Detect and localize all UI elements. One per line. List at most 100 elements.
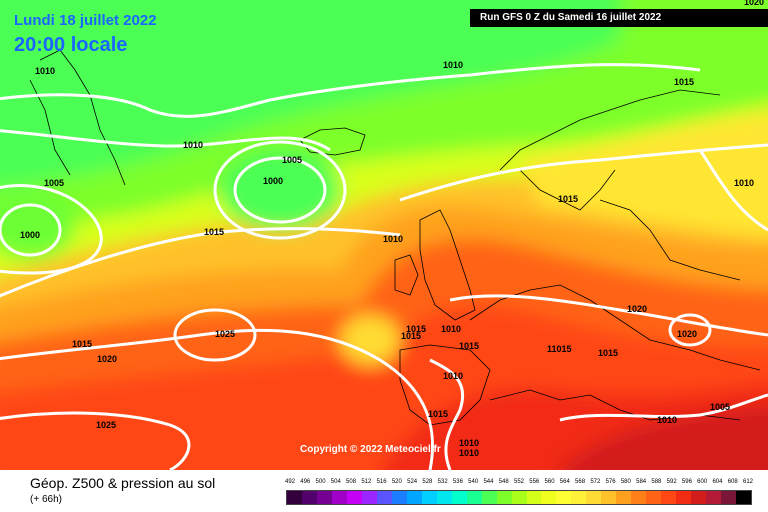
isobar-label: 1010 xyxy=(443,371,463,381)
isobar-label: 1015 xyxy=(72,339,92,349)
legend-swatch xyxy=(436,491,452,504)
legend-tick: 588 xyxy=(651,479,662,485)
isobar-label: 1015 xyxy=(459,341,479,351)
isobar-1020-atlantic xyxy=(0,328,435,470)
coast-scandinavia xyxy=(499,89,721,211)
legend-tick: 548 xyxy=(498,479,509,485)
legend-tick: 568 xyxy=(575,479,586,485)
isobar-label: 1010 xyxy=(459,448,479,458)
isobar-labels: 1010 1010 1015 1010 1005 1005 1000 1000 … xyxy=(20,60,754,458)
isobars xyxy=(0,63,768,470)
legend-swatch xyxy=(541,491,557,504)
legend-tick: 524 xyxy=(407,479,418,485)
isobar-label: 1025 xyxy=(215,329,235,339)
isobar-label: 1015 xyxy=(598,348,618,358)
weather-map: 1010 1010 1015 1010 1005 1005 1000 1000 … xyxy=(0,0,768,470)
field-low-center xyxy=(220,150,340,230)
isobar-label: 1000 xyxy=(263,176,283,186)
isobar-label: 1015 xyxy=(558,194,578,204)
isobar-label: 1015 xyxy=(401,331,421,341)
legend-swatch xyxy=(481,491,497,504)
isobar-scandinavia-1015 xyxy=(399,143,768,202)
legend-swatch xyxy=(287,491,302,504)
legend-swatch xyxy=(616,491,632,504)
legend-swatch xyxy=(496,491,512,504)
legend-swatch xyxy=(361,491,377,504)
legend-swatch xyxy=(511,491,527,504)
chart-title: Géop. Z500 & pression au sol xyxy=(30,475,216,491)
legend-tick: 500 xyxy=(315,479,326,485)
isobar-mediterranean-1010 xyxy=(559,393,768,422)
legend-tick: 552 xyxy=(513,479,524,485)
isobar-label: 1010 xyxy=(35,66,55,76)
legend-tick: 560 xyxy=(544,479,555,485)
isobar-north-1010 xyxy=(0,63,701,118)
isobar-label: 1010 xyxy=(183,140,203,150)
legend-swatch xyxy=(661,491,677,504)
isobar-label: 1005 xyxy=(710,402,730,412)
legend-tick: 572 xyxy=(590,479,601,485)
legend-tick: 520 xyxy=(391,479,402,485)
legend-swatch xyxy=(316,491,332,504)
field-yellow-east xyxy=(520,112,768,238)
legend-swatch xyxy=(391,491,407,504)
isobar-label: 1010 xyxy=(657,415,677,425)
legend-swatch xyxy=(406,491,422,504)
legend-tick: 504 xyxy=(330,479,341,485)
legend-tick: 516 xyxy=(376,479,387,485)
color-legend xyxy=(286,490,752,505)
isobar-east-high-1020 xyxy=(668,313,712,347)
legend-tick: 512 xyxy=(361,479,372,485)
forecast-time: 20:00 locale xyxy=(14,34,128,56)
isobar-europe-1015 xyxy=(449,294,768,337)
isobar-1010-north-atlantic xyxy=(0,129,331,152)
isobar-label: 1010 xyxy=(441,324,461,334)
legend-tick: 544 xyxy=(483,479,494,485)
legend-swatch xyxy=(526,491,542,504)
isobar-label: 1020 xyxy=(97,354,117,364)
legend-swatch xyxy=(691,491,707,504)
legend-swatch xyxy=(676,491,692,504)
legend-swatch xyxy=(736,491,752,504)
legend-tick: 532 xyxy=(437,479,448,485)
legend-swatch xyxy=(721,491,737,504)
isobar-label: 1015 xyxy=(204,227,224,237)
isobar-low-1005 xyxy=(213,140,347,240)
legend-tick: 584 xyxy=(636,479,647,485)
legend-tick-labels: 492 496 500 504 508 512 516 520 524 528 532 536 540 5… xyxy=(283,479,753,489)
isobar-label: 1010 xyxy=(443,60,463,70)
isobar-label: 1010 xyxy=(734,178,754,188)
legend-tick: 564 xyxy=(559,479,570,485)
legend-tick: 612 xyxy=(742,479,753,485)
legend-swatch xyxy=(346,491,362,504)
isobar-low-1000 xyxy=(233,156,327,224)
model-run-banner: Run GFS 0 Z du Samedi 16 juillet 2022 xyxy=(470,9,768,27)
isobar-west-1000 xyxy=(0,203,62,257)
legend-swatch xyxy=(376,491,392,504)
isobar-label: 1015 xyxy=(674,77,694,87)
isobar-label: 1015 xyxy=(406,324,426,334)
coast-britain xyxy=(419,209,476,321)
legend-swatch xyxy=(331,491,347,504)
legend-swatch xyxy=(646,491,662,504)
legend-swatch xyxy=(466,491,482,504)
legend-swatch xyxy=(451,491,467,504)
coast-iceland xyxy=(299,127,366,156)
legend-tick: 596 xyxy=(681,479,692,485)
legend-tick: 604 xyxy=(712,479,723,485)
forecast-date: Lundi 18 juillet 2022 xyxy=(14,12,157,29)
legend-tick: 536 xyxy=(452,479,463,485)
isobar-label: 1010 xyxy=(459,438,479,448)
legend-swatch xyxy=(601,491,617,504)
legend-swatch xyxy=(586,491,602,504)
legend-tick: 540 xyxy=(468,479,479,485)
legend-swatch xyxy=(706,491,722,504)
isobar-iberia-1010 xyxy=(429,358,465,470)
isobar-label: 11015 xyxy=(547,344,572,354)
legend-swatch xyxy=(556,491,572,504)
isobar-label: 1025 xyxy=(96,420,116,430)
legend-tick: 556 xyxy=(529,479,540,485)
isobar-east-1010 xyxy=(698,149,768,232)
legend-swatch xyxy=(571,491,587,504)
legend-tick: 576 xyxy=(605,479,616,485)
